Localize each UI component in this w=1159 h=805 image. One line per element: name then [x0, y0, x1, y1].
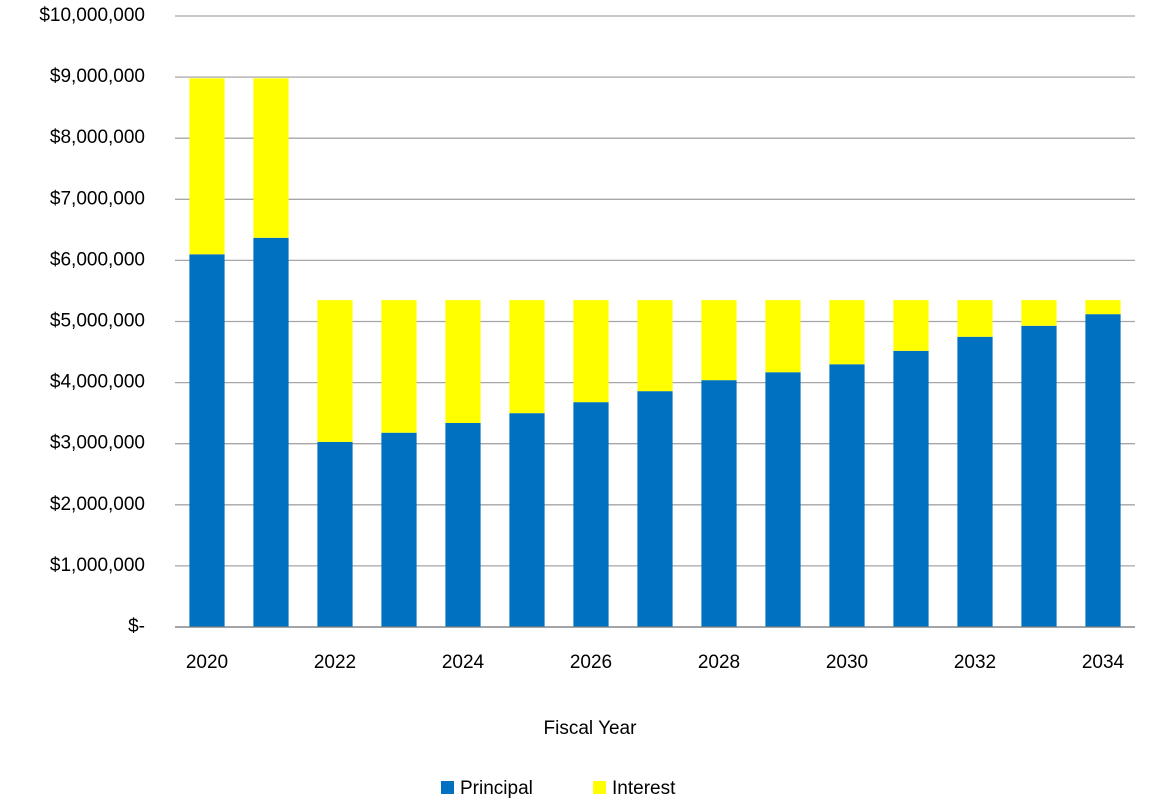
x-tick-label: 2020	[186, 652, 228, 673]
bar-segment	[189, 254, 225, 628]
y-tick-label: $6,000,000	[50, 249, 145, 270]
bar-segment	[573, 300, 609, 403]
bar-segment	[765, 372, 801, 627]
y-tick-label: $2,000,000	[50, 494, 145, 515]
legend-label: Interest	[612, 778, 676, 799]
legend-label: Principal	[460, 778, 533, 799]
x-tick-label: 2024	[442, 652, 485, 673]
bar-segment	[381, 432, 417, 627]
bar-segment	[381, 300, 417, 433]
x-tick-label: 2022	[314, 652, 356, 673]
y-tick-label: $3,000,000	[50, 433, 145, 454]
x-tick-label: 2028	[698, 652, 740, 673]
y-tick-label: $9,000,000	[50, 66, 145, 87]
bar-segment	[893, 350, 929, 627]
y-tick-label: $8,000,000	[50, 127, 145, 148]
bar-segment	[509, 300, 545, 414]
y-tick-label: $5,000,000	[50, 311, 145, 332]
bar-segment	[573, 402, 609, 627]
bar-segment	[701, 380, 737, 627]
x-axis-label: Fiscal Year	[544, 718, 638, 739]
bar-segment	[957, 300, 993, 337]
bar-segment	[445, 300, 481, 423]
bar-segment	[829, 364, 865, 627]
bar-segment	[957, 336, 993, 627]
x-tick-label: 2032	[954, 652, 996, 673]
bar-segment	[317, 441, 353, 627]
bar-segment	[1021, 325, 1057, 627]
bar-segment	[637, 300, 673, 392]
bar-segment	[829, 300, 865, 365]
bar-segment	[765, 300, 801, 373]
bar-segment	[253, 237, 289, 627]
bar-segment	[701, 300, 737, 381]
bar-segment	[1021, 300, 1057, 326]
x-tick-label: 2030	[826, 652, 868, 673]
y-tick-label: $10,000,000	[39, 5, 145, 26]
legend-swatch	[593, 781, 606, 794]
bar-segment	[1085, 300, 1121, 315]
bar-segment	[317, 300, 353, 442]
bar-segment	[1085, 314, 1121, 627]
bar-segment	[637, 391, 673, 627]
x-tick-label: 2034	[1082, 652, 1125, 673]
bar-segment	[445, 422, 481, 627]
y-tick-label: $1,000,000	[50, 555, 145, 576]
y-tick-label: $-	[128, 616, 145, 637]
bar-segment	[893, 300, 929, 351]
y-tick-label: $4,000,000	[50, 372, 145, 393]
bar-segment	[509, 413, 545, 627]
bar-segment	[189, 78, 225, 255]
bar-segment	[253, 78, 289, 238]
x-tick-label: 2026	[570, 652, 612, 673]
legend-swatch	[441, 781, 454, 794]
y-tick-label: $7,000,000	[50, 188, 145, 209]
